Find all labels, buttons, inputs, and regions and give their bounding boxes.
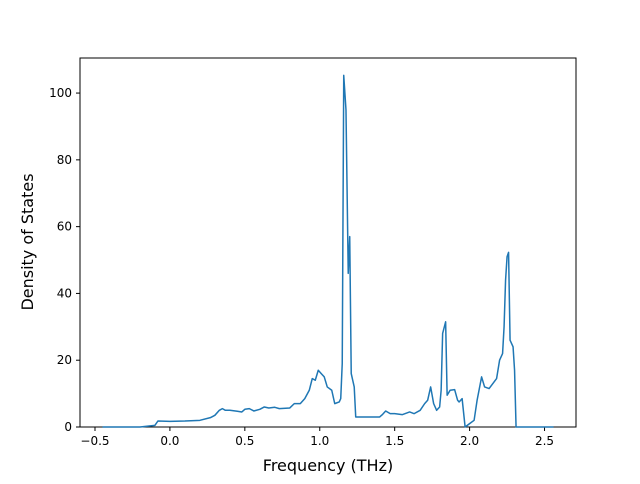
x-tick-label: 1.0 <box>310 434 329 448</box>
line <box>102 74 554 428</box>
x-tick-label: 2.0 <box>460 434 479 448</box>
x-tick-label: 1.5 <box>385 434 404 448</box>
y-tick-label: 0 <box>64 420 72 434</box>
x-tick-label: −0.5 <box>80 434 109 448</box>
y-tick-label: 20 <box>57 353 72 367</box>
x-axis-label: Frequency (THz) <box>263 456 393 475</box>
x-tick-label: 2.5 <box>535 434 554 448</box>
y-tick-label: 100 <box>49 86 72 100</box>
y-tick-label: 80 <box>57 153 72 167</box>
x-tick-label: 0.5 <box>235 434 254 448</box>
y-tick-label: 60 <box>57 220 72 234</box>
plot-frame <box>79 57 577 428</box>
y-tick-label: 40 <box>57 286 72 300</box>
y-axis-label: Density of States <box>18 173 37 310</box>
x-tick-label: 0.0 <box>160 434 179 448</box>
